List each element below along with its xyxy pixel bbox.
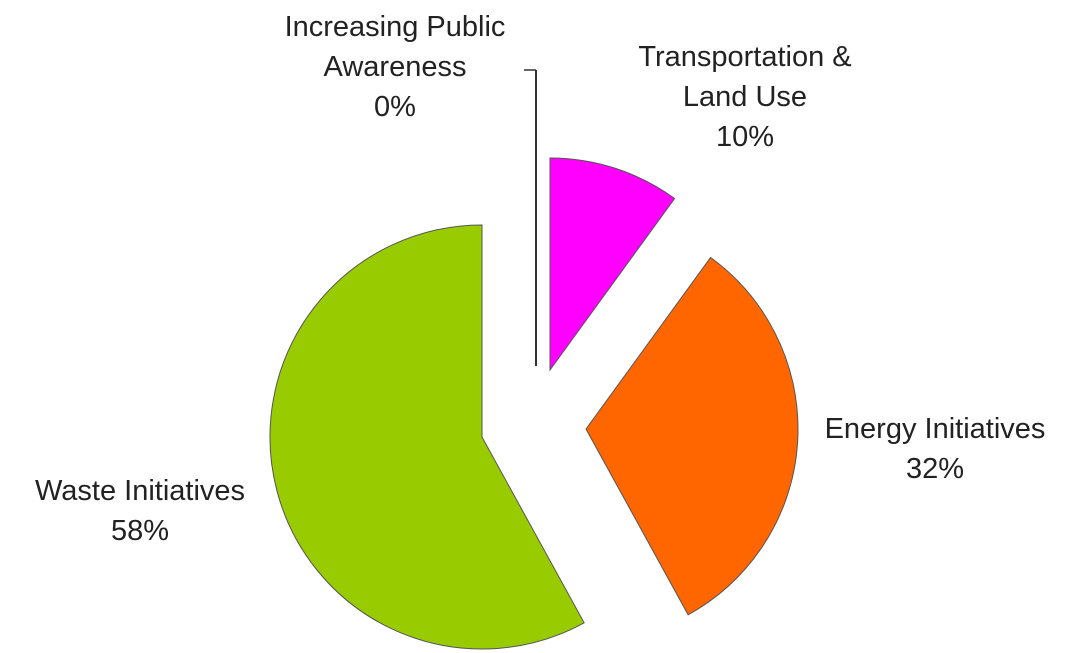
slice-percent-label: 0% [374, 91, 416, 123]
slice-name-label: Awareness [324, 51, 467, 83]
slice-name-label: Land Use [683, 81, 807, 113]
slice-name-label: Waste Initiatives [35, 475, 245, 507]
slice-percent-label: 32% [906, 453, 964, 485]
pie-slice-transportation-and-land-use [549, 157, 676, 372]
slice-labels: Increasing Public Awareness 0% Transportati… [35, 11, 1045, 547]
pie-slice-waste-initiatives [269, 224, 585, 650]
slice-label-transportation-and-land-use: Transportation & Land Use 10% [638, 41, 851, 153]
pie-slices [269, 70, 799, 650]
pie-slice-energy-initiatives [585, 256, 799, 616]
slice-label-waste-initiatives: Waste Initiatives 58% [35, 475, 245, 547]
slice-percent-label: 58% [111, 515, 169, 547]
slice-name-label: Transportation & [638, 41, 851, 73]
slice-name-label: Increasing Public [285, 11, 506, 43]
slice-label-increasing-public-awareness: Increasing Public Awareness 0% [285, 11, 506, 123]
slice-percent-label: 10% [716, 121, 774, 153]
slice-label-energy-initiatives: Energy Initiatives 32% [825, 413, 1046, 485]
slice-name-label: Energy Initiatives [825, 413, 1046, 445]
